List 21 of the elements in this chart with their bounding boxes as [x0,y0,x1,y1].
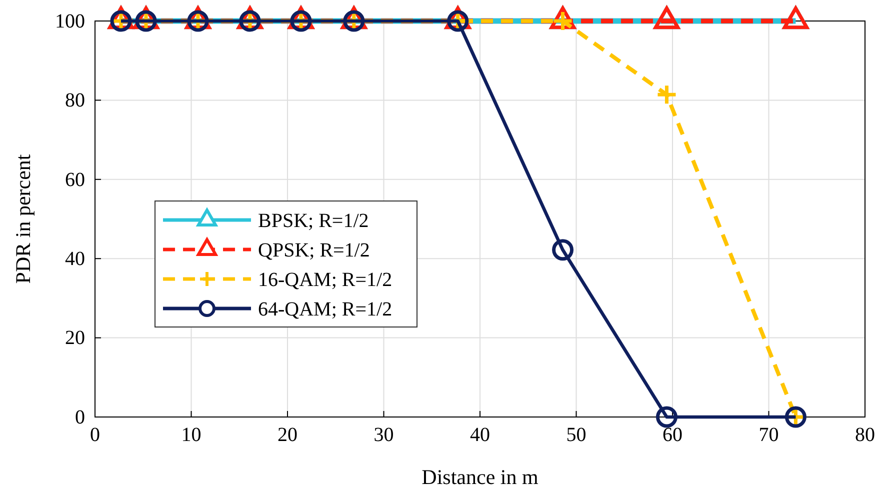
x-tick-label: 40 [470,424,490,446]
y-tick-label: 0 [75,406,85,428]
y-tick-label: 100 [55,10,85,32]
x-tick-label: 0 [90,424,100,446]
x-tick-label: 30 [374,424,394,446]
legend-label: QPSK; R=1/2 [258,240,370,262]
legend-label: 16-QAM; R=1/2 [258,269,392,291]
x-axis-title: Distance in m [422,465,538,489]
legend-label: BPSK; R=1/2 [258,210,369,232]
y-tick-label: 20 [65,327,85,350]
y-axis-title: PDR in percent [11,154,35,284]
x-tick-label: 20 [278,424,298,446]
x-tick-label: 10 [181,424,202,446]
x-tick-label: 80 [855,424,875,446]
x-tick-label: 50 [566,424,586,446]
legend-label: 64-QAM; R=1/2 [258,298,392,320]
x-tick-label: 70 [758,424,779,446]
x-tick-label: 60 [662,424,682,446]
y-tick-label: 80 [65,90,85,112]
y-tick-label: 60 [65,168,85,191]
y-tick-label: 40 [65,248,85,270]
